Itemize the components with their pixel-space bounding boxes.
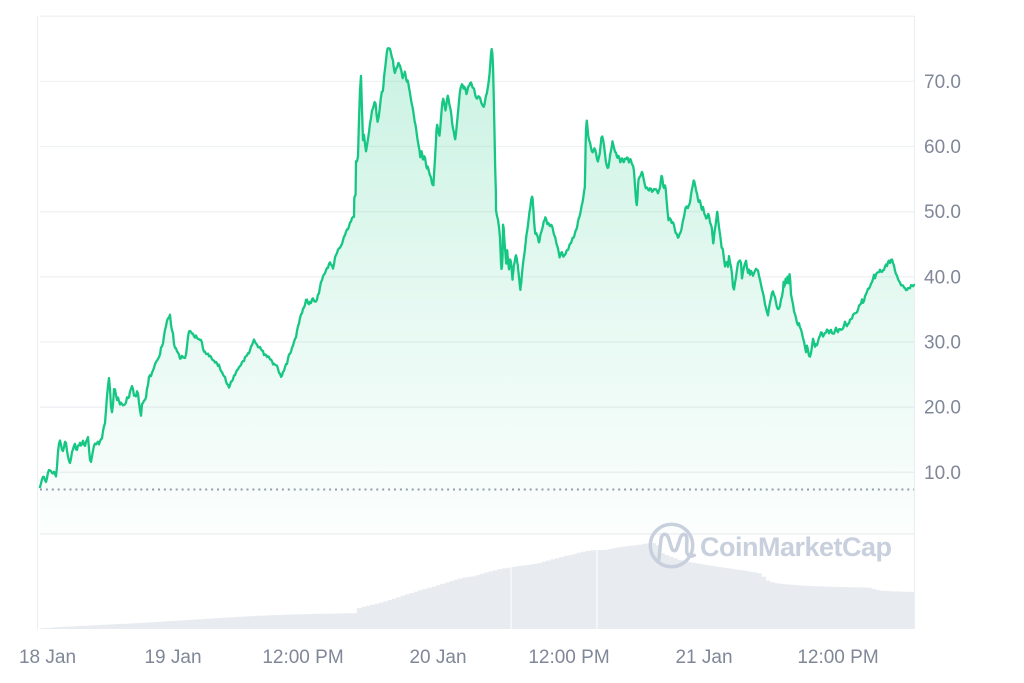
svg-text:12:00 PM: 12:00 PM (262, 647, 343, 668)
svg-text:30.0: 30.0 (924, 333, 961, 354)
svg-text:21 Jan: 21 Jan (675, 647, 732, 668)
svg-text:20 Jan: 20 Jan (409, 647, 466, 668)
svg-text:12:00 PM: 12:00 PM (528, 647, 609, 668)
svg-text:19 Jan: 19 Jan (144, 647, 201, 668)
svg-text:40.0: 40.0 (924, 267, 961, 288)
svg-text:60.0: 60.0 (924, 137, 961, 158)
svg-text:18 Jan: 18 Jan (19, 647, 76, 668)
svg-text:70.0: 70.0 (924, 72, 961, 93)
svg-text:12:00 PM: 12:00 PM (797, 647, 878, 668)
svg-text:10.0: 10.0 (924, 463, 961, 484)
svg-text:20.0: 20.0 (924, 398, 961, 419)
svg-text:CoinMarketCap: CoinMarketCap (700, 532, 892, 562)
svg-text:50.0: 50.0 (924, 202, 961, 223)
